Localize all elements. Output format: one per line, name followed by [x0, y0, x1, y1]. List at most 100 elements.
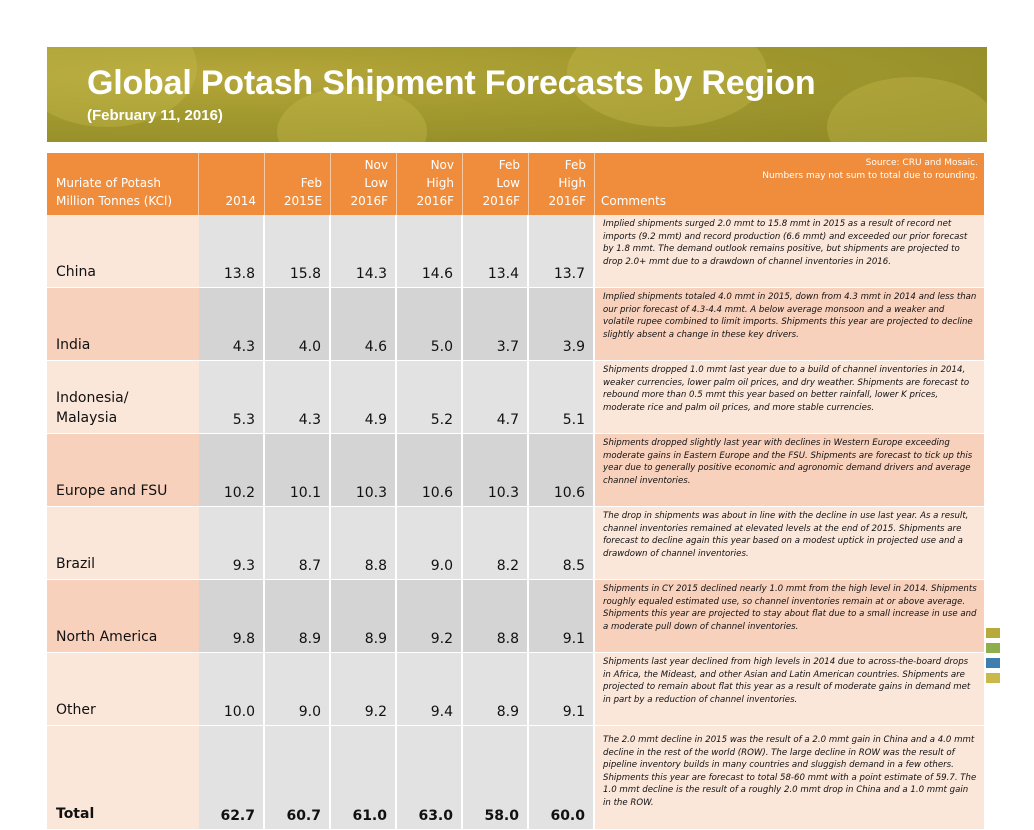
value-cell: 58.0	[463, 726, 529, 830]
region-header: Muriate of Potash Million Tonnes (KCl)	[47, 153, 199, 215]
value-cell: 13.4	[463, 215, 529, 288]
value-cell: 10.3	[331, 434, 397, 507]
comments-header-label: Comments	[601, 194, 667, 208]
comment-cell: Implied shipments totaled 4.0 mmt in 201…	[595, 288, 984, 361]
column-header-line: 2016F	[350, 194, 388, 208]
region-cell: China	[47, 215, 199, 288]
table-row: India 4.3 4.0 4.6 5.0 3.7 3.9 Implied shipments…	[47, 288, 984, 361]
side-decoration	[986, 628, 1000, 688]
value-cell: 60.0	[529, 726, 595, 830]
column-header: Nov Low 2016F	[331, 153, 397, 215]
source-note-line: Source: CRU and Mosaic.	[865, 158, 978, 168]
value-cell: 10.3	[463, 434, 529, 507]
value-cell: 8.9	[265, 580, 331, 653]
comment-cell: The 2.0 mmt decline in 2015 was the resu…	[595, 726, 984, 830]
value-cell: 3.9	[529, 288, 595, 361]
value-cell: 5.2	[397, 361, 463, 434]
region-cell: India	[47, 288, 199, 361]
region-cell: Other	[47, 653, 199, 726]
value-cell: 10.0	[199, 653, 265, 726]
value-cell: 5.0	[397, 288, 463, 361]
region-cell: Indonesia/ Malaysia	[47, 361, 199, 434]
value-cell: 4.3	[199, 288, 265, 361]
region-header-line: Million Tonnes (KCl)	[56, 194, 173, 208]
value-cell: 13.7	[529, 215, 595, 288]
comment-cell: Implied shipments surged 2.0 mmt to 15.8…	[595, 215, 984, 288]
value-cell: 9.3	[199, 507, 265, 580]
source-note: Source: CRU and Mosaic. Numbers may not …	[762, 157, 978, 183]
comment-cell: Shipments in CY 2015 declined nearly 1.0…	[595, 580, 984, 653]
value-cell: 4.3	[265, 361, 331, 434]
value-cell: 61.0	[331, 726, 397, 830]
comments-header: Source: CRU and Mosaic. Numbers may not …	[595, 153, 984, 215]
value-cell: 8.8	[331, 507, 397, 580]
title-banner: Global Potash Shipment Forecasts by Regi…	[47, 47, 987, 142]
value-cell: 9.1	[529, 580, 595, 653]
value-cell: 5.1	[529, 361, 595, 434]
value-cell: 9.2	[331, 653, 397, 726]
value-cell: 3.7	[463, 288, 529, 361]
value-cell: 62.7	[199, 726, 265, 830]
region-cell: Europe and FSU	[47, 434, 199, 507]
table-row: China 13.8 15.8 14.3 14.6 13.4 13.7 Implied shi…	[47, 215, 984, 288]
region-cell: North America	[47, 580, 199, 653]
comment-cell: Shipments dropped slightly last year wit…	[595, 434, 984, 507]
column-header: Feb 2015E	[265, 153, 331, 215]
value-cell: 4.6	[331, 288, 397, 361]
value-cell: 13.8	[199, 215, 265, 288]
value-cell: 9.4	[397, 653, 463, 726]
column-header-line: 2016F	[548, 194, 586, 208]
value-cell: 63.0	[397, 726, 463, 830]
column-header-line: 2014	[225, 194, 256, 208]
column-header-line: Feb	[498, 158, 520, 172]
column-header-line: 2016F	[416, 194, 454, 208]
column-header-line: Feb	[300, 176, 322, 190]
value-cell: 10.6	[397, 434, 463, 507]
value-cell: 8.8	[463, 580, 529, 653]
column-header-line: High	[426, 176, 454, 190]
value-cell: 15.8	[265, 215, 331, 288]
column-header: Feb Low 2016F	[463, 153, 529, 215]
column-header-line: 2015E	[283, 194, 322, 208]
value-cell: 60.7	[265, 726, 331, 830]
value-cell: 8.9	[463, 653, 529, 726]
page-title: Global Potash Shipment Forecasts by Regi…	[87, 64, 816, 102]
column-header-line: Feb	[564, 158, 586, 172]
region-cell: Total	[47, 726, 199, 830]
value-cell: 10.1	[265, 434, 331, 507]
table-row: Brazil 9.3 8.7 8.8 9.0 8.2 8.5 The drop in ship…	[47, 507, 984, 580]
value-cell: 9.2	[397, 580, 463, 653]
table-row: North America 9.8 8.9 8.9 9.2 8.8 9.1 Shipments…	[47, 580, 984, 653]
column-header: Nov High 2016F	[397, 153, 463, 215]
value-cell: 14.3	[331, 215, 397, 288]
total-row: Total 62.7 60.7 61.0 63.0 58.0 60.0 The 2.0 mmt…	[47, 726, 984, 830]
value-cell: 10.6	[529, 434, 595, 507]
value-cell: 10.2	[199, 434, 265, 507]
value-cell: 9.0	[265, 653, 331, 726]
source-note-line: Numbers may not sum to total due to roun…	[762, 171, 978, 181]
table-row: Indonesia/ Malaysia 5.3 4.3 4.9 5.2 4.7 5.1 Shi…	[47, 361, 984, 434]
column-header-line: Low	[496, 176, 520, 190]
region-header-line: Muriate of Potash	[56, 176, 161, 190]
value-cell: 8.5	[529, 507, 595, 580]
value-cell: 9.0	[397, 507, 463, 580]
column-header-line: Low	[364, 176, 388, 190]
value-cell: 8.7	[265, 507, 331, 580]
column-header: 2014	[199, 153, 265, 215]
value-cell: 9.8	[199, 580, 265, 653]
forecast-table: Muriate of Potash Million Tonnes (KCl) 2…	[47, 153, 984, 830]
column-header-line: High	[558, 176, 586, 190]
column-header-line: Nov	[430, 158, 454, 172]
page-subtitle: (February 11, 2016)	[87, 107, 223, 124]
comment-cell: Shipments last year declined from high l…	[595, 653, 984, 726]
column-header-line: 2016F	[482, 194, 520, 208]
value-cell: 4.9	[331, 361, 397, 434]
value-cell: 8.2	[463, 507, 529, 580]
comment-cell: The drop in shipments was about in line …	[595, 507, 984, 580]
value-cell: 4.7	[463, 361, 529, 434]
comment-cell: Shipments dropped 1.0 mmt last year due …	[595, 361, 984, 434]
value-cell: 14.6	[397, 215, 463, 288]
column-header: Feb High 2016F	[529, 153, 595, 215]
value-cell: 8.9	[331, 580, 397, 653]
region-cell: Brazil	[47, 507, 199, 580]
